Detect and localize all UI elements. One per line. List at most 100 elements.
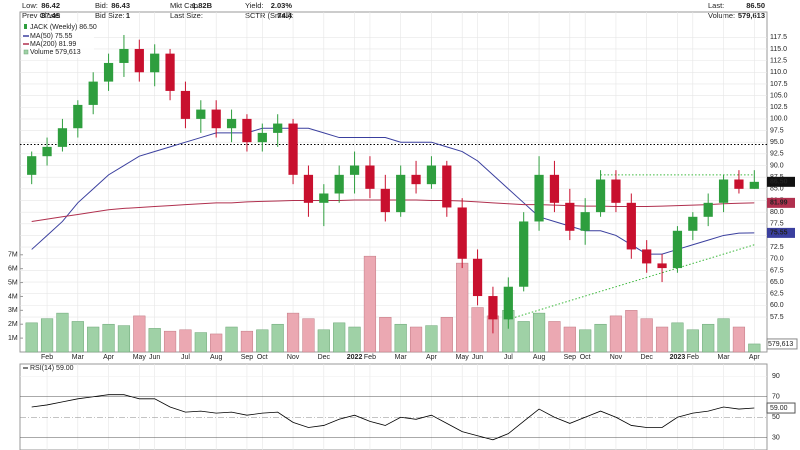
header-label: Bid Size: — [95, 11, 125, 20]
candle-body — [226, 118, 237, 129]
ma-last-label: 81.99 — [770, 200, 788, 207]
volume-bar — [163, 330, 177, 353]
y-tick-label: 77.5 — [770, 221, 784, 228]
x-tick-label: May — [456, 354, 470, 361]
last-price-label: 86.50 — [770, 179, 788, 186]
volume-bar — [194, 332, 207, 353]
header-label: Yield: — [245, 1, 263, 10]
volume-bar — [717, 318, 730, 353]
volume-bar — [394, 323, 407, 353]
x-tick-label: Feb — [41, 354, 53, 361]
candle-body — [303, 174, 314, 203]
y-tick-label: 72.5 — [770, 244, 784, 251]
ma-last-label-box — [767, 227, 795, 238]
header-value: 1.82B — [192, 1, 213, 10]
candle-body — [365, 165, 375, 189]
candle-body — [565, 202, 575, 231]
x-tick-label: Feb — [687, 354, 699, 361]
y-tick-label: 105.0 — [770, 92, 788, 99]
volume-bar — [594, 323, 607, 353]
volume-bar — [71, 321, 84, 353]
x-tick-label: Apr — [103, 354, 115, 361]
y-tick-label: 100.0 — [770, 116, 788, 123]
volume-tick-label: 3M — [8, 307, 18, 314]
volume-bar — [456, 262, 469, 353]
volume-bar — [579, 329, 592, 353]
candle-body — [334, 174, 344, 194]
x-tick-label: Sep — [564, 354, 577, 361]
header-value: 74.4 — [277, 11, 292, 20]
x-tick-label: Jul — [504, 354, 513, 361]
x-tick-label: Mar — [718, 354, 731, 361]
y-tick-label: 117.5 — [770, 34, 787, 41]
y-tick-label: 62.5 — [770, 291, 784, 298]
candle-body — [57, 128, 68, 147]
y-tick-label: 85.0 — [770, 186, 784, 193]
candle-body — [580, 212, 590, 231]
legend-bg — [22, 22, 94, 58]
y-tick-label: 67.5 — [770, 267, 784, 274]
x-tick-label: Feb — [364, 354, 376, 361]
y-tick-label: 107.5 — [770, 81, 788, 88]
x-tick-label: 2023 — [670, 354, 686, 361]
volume-bar — [56, 312, 69, 353]
rsi-line — [31, 394, 755, 441]
volume-bar — [379, 317, 392, 353]
x-tick-label: Apr — [749, 354, 761, 361]
rsi-legend: RSI(14) 59.00 — [30, 365, 74, 372]
rsi-tick-label: 90 — [772, 373, 780, 380]
candle-body — [103, 62, 114, 82]
candle-body — [688, 216, 698, 231]
volume-bar — [40, 318, 54, 353]
volume-tick-label: 7M — [8, 252, 18, 259]
x-tick-label: Sep — [241, 354, 254, 361]
legend-swatch — [24, 24, 27, 29]
candle-body — [165, 53, 175, 91]
header-value: 2.03% — [271, 1, 293, 10]
volume-bar — [271, 323, 284, 353]
volume-bar — [87, 326, 100, 353]
candle-body — [196, 109, 206, 119]
volume-bar — [102, 323, 115, 353]
candle-body — [150, 53, 160, 73]
volume-bar — [686, 329, 699, 353]
candle-body — [749, 181, 759, 189]
legend-label: Volume 579,613 — [30, 49, 81, 56]
header-value: 579,613 — [738, 11, 765, 20]
volume-bar — [640, 318, 653, 353]
rsi-tick-label: 70 — [772, 394, 780, 401]
candle-body — [442, 165, 452, 208]
candle-body — [349, 165, 360, 175]
volume-last-box — [766, 338, 798, 350]
volume-bar — [471, 307, 484, 353]
y-tick-label: 70.0 — [770, 256, 784, 263]
volume-bar — [532, 312, 546, 353]
header-label: Low: — [22, 1, 38, 10]
trend-line — [508, 244, 755, 320]
candle-body — [180, 90, 191, 119]
header-value: 86.50 — [746, 1, 765, 10]
volume-bar — [210, 333, 223, 353]
x-tick-label: Aug — [210, 354, 223, 361]
volume-bar — [286, 312, 300, 353]
volume-bar — [517, 321, 530, 353]
volume-bar — [133, 315, 146, 353]
y-tick-label: 92.5 — [770, 151, 784, 158]
candle-body — [211, 109, 221, 129]
y-tick-label: 65.0 — [770, 279, 784, 286]
x-tick-label: Oct — [257, 354, 268, 361]
candle-body — [426, 165, 437, 185]
header-value: 86.42 — [41, 1, 60, 10]
candle-body — [257, 132, 267, 143]
y-tick-label: 110.0 — [770, 69, 787, 76]
candle-body — [73, 104, 83, 129]
volume-tick-label: 5M — [8, 279, 18, 286]
y-tick-label: 95.0 — [770, 139, 784, 146]
candle-body — [27, 156, 37, 175]
volume-bar — [702, 323, 715, 353]
x-tick-label: Oct — [580, 354, 591, 361]
last-price-label-box — [767, 176, 795, 187]
candle-body — [503, 286, 513, 320]
volume-bar — [732, 326, 746, 353]
volume-bar — [25, 322, 38, 353]
